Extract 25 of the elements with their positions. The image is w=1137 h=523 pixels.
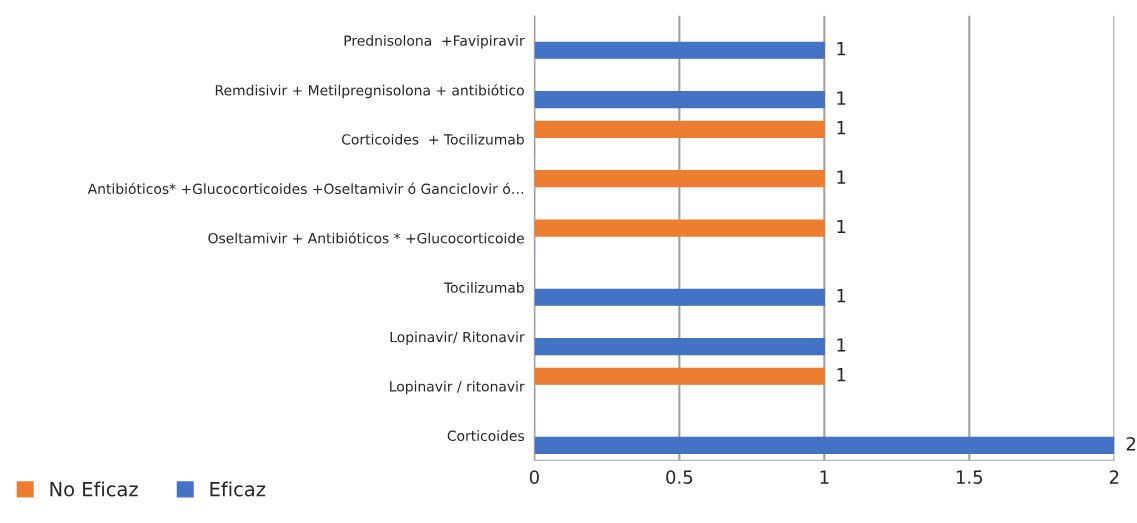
y-tick-label: Antibióticos* +Glucocorticoides +Oseltamivir ó Ganciclovir ó… xyxy=(87,182,524,195)
data-label: 1 xyxy=(837,42,846,56)
y-tick-label: Lopinavir / ritonavir xyxy=(390,380,525,395)
y-tick-label: Lopinavir/ Ritonavir xyxy=(390,331,525,345)
data-label: 1 xyxy=(837,219,846,234)
x-tick-label: 0.5 xyxy=(666,470,693,484)
data-label: 2 xyxy=(1126,437,1136,451)
legend-label: Eficaz xyxy=(210,481,266,497)
data-label: 1 xyxy=(837,91,846,105)
y-tick-label: Oseltamivir + Antibióticos * +Glucocorticoide xyxy=(208,232,524,244)
legend-label: No Eficaz xyxy=(50,481,138,497)
x-tick-label: 0 xyxy=(529,470,539,484)
data-label: 1 xyxy=(837,170,846,184)
x-tick-label: 1.5 xyxy=(956,470,983,484)
x-tick-label: 2 xyxy=(1109,470,1119,484)
data-label: 1 xyxy=(837,121,846,135)
data-label: 1 xyxy=(837,289,846,303)
x-tick-label: 1 xyxy=(820,470,829,484)
data-label: 1 xyxy=(837,368,846,382)
y-tick-label: Corticoides + Tocilizumab xyxy=(341,133,524,145)
y-tick-label: Remdisivir + Metilpregnisolona + antibiótico xyxy=(215,84,524,99)
y-tick-label: Corticoides xyxy=(447,430,524,442)
y-tick-label: Tocilizumab xyxy=(443,282,524,293)
y-tick-label: Prednisolona +Favipiravir xyxy=(344,35,525,49)
data-label: 1 xyxy=(837,338,846,352)
